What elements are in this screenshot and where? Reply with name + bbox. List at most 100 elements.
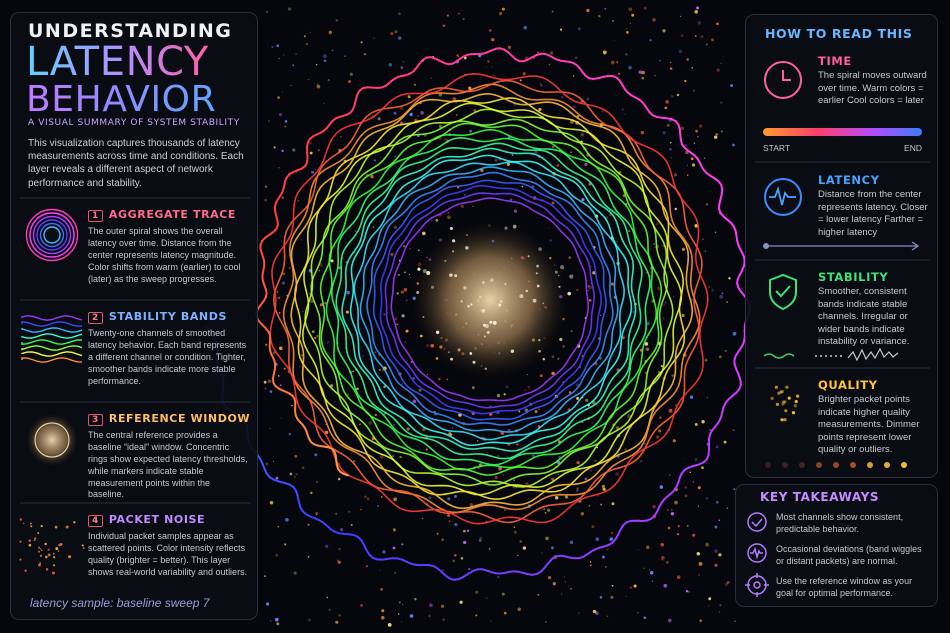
reference-marker [483,335,486,338]
packet-dot [287,7,292,11]
packet-dot [276,622,280,626]
packet-dot [715,445,719,449]
packet-dot [310,491,313,495]
packet-dot [588,504,591,507]
packet-dot [388,63,392,67]
takeaways-panel [735,484,938,607]
packet-dot [651,580,654,582]
packet-dot [504,509,506,511]
reference-marker [470,303,473,306]
packet-dot [403,271,406,274]
packet-dot [526,374,528,376]
takeaway: Use the reference window as your goal fo… [776,576,913,598]
packet-dot [326,596,329,599]
packet-dot [710,596,712,598]
packet-dot [374,413,377,417]
packet-dot [589,564,592,567]
packet-dot [359,423,361,426]
title-line: UNDERSTANDING [28,20,233,42]
packet-dot [625,595,627,598]
packet-dot [409,112,413,117]
packet-dot [337,559,339,561]
packet-dot [364,495,367,499]
layer-title: 3 REFERENCE WINDOW [88,412,250,426]
packet-dot [370,174,374,179]
packet-dot [409,248,411,250]
packet-dot [428,614,431,618]
time-scale-bar [763,128,922,136]
packet-dot [613,39,615,42]
packet-dot [694,10,698,14]
packet-dot [513,526,516,529]
packet-dot [401,603,404,605]
band [390,197,589,402]
packet-dot [400,66,404,70]
packet-dot [721,292,724,295]
packet-dot [660,543,664,547]
band [319,122,663,476]
packet-dot [307,523,310,526]
packet-dot [625,53,628,56]
packet-dot [699,619,703,623]
packet-dot [606,615,609,617]
packet-dot [684,79,687,83]
packet-dot [544,620,547,623]
packet-dot [694,422,698,427]
packet-dot [523,25,527,30]
packet-dot [282,54,285,57]
icon-wave [21,357,83,363]
time-end: END [904,143,922,153]
icon-noise-dot [44,542,47,546]
packet-dot [574,56,578,60]
packet-dot [277,526,279,528]
packet-dot [463,56,467,60]
band [384,192,595,409]
packet-dot [418,132,420,134]
packet-dot [612,19,615,22]
packet-dot [719,294,724,299]
packet-dot [674,173,678,177]
packet-dot [265,343,268,346]
packet-dot [295,472,298,476]
icon-quality-dot [785,385,789,389]
packet-dot [338,614,341,617]
packet-dot [696,6,700,10]
icon-quality-dot [783,418,787,422]
band [294,97,686,501]
packet-dot [621,108,624,111]
packet-dot [446,378,449,381]
icon-time [764,61,802,99]
reference-marker [479,295,482,299]
packet-dot [506,162,510,166]
packet-dot [547,508,551,512]
packet-dot [436,532,439,535]
packet-dot [468,567,471,571]
reference-marker [519,294,524,299]
quality-scale-dot [782,462,788,468]
quality-scale-dot [799,462,805,468]
packet-dot [725,213,728,216]
icon-noise-dot [82,547,85,550]
packet-dot [652,17,656,22]
icon-quality-dot [793,404,797,408]
packet-dot [263,380,267,384]
reference-marker [538,338,541,342]
time-start: START [763,143,791,153]
packet-dot [714,549,718,553]
packet-dot [455,102,457,104]
packet-dot [340,136,342,138]
icon-quality-dot [777,391,781,395]
layer-title-text: AGGREGATE TRACE [108,208,237,221]
packet-dot [652,505,656,509]
packet-dot [624,113,626,115]
layer-number: 3 [88,414,103,426]
title-line: LATENCY [26,39,209,85]
packet-dot [471,386,475,390]
packet-noise [263,6,737,627]
packet-dot [545,536,549,541]
packet-dot [698,574,700,576]
title-line: BEHAVIOR [26,79,217,120]
packet-dot [460,204,465,208]
reference-marker [504,283,507,285]
packet-dot [539,374,543,378]
